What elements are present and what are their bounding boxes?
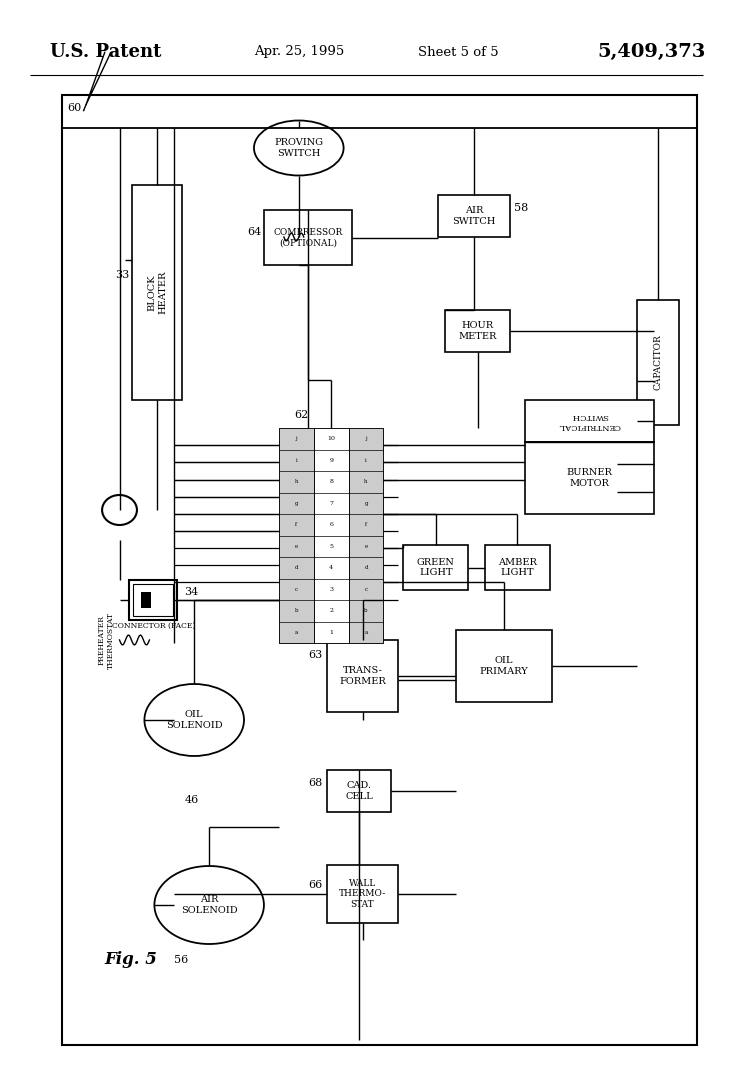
Bar (314, 428, 349, 643)
Bar (403, 545, 468, 590)
Text: CONNECTOR (FACE): CONNECTOR (FACE) (112, 622, 195, 630)
Bar (485, 545, 550, 590)
Bar (62, 95, 697, 1045)
Text: CAPACITOR: CAPACITOR (654, 335, 663, 390)
Text: Apr. 25, 1995: Apr. 25, 1995 (254, 45, 344, 58)
Text: 63: 63 (308, 650, 323, 660)
Ellipse shape (102, 495, 137, 525)
Text: 9: 9 (329, 457, 333, 463)
Text: Sheet 5 of 5: Sheet 5 of 5 (418, 45, 499, 58)
Bar (327, 865, 398, 923)
Text: a: a (294, 630, 298, 635)
Text: U.S. Patent: U.S. Patent (50, 43, 161, 61)
Text: 3: 3 (329, 587, 333, 591)
Bar (456, 630, 552, 702)
Bar (264, 210, 352, 265)
Text: 2: 2 (329, 609, 333, 613)
Text: c: c (295, 587, 298, 591)
Bar (637, 301, 679, 425)
Text: 6: 6 (329, 522, 333, 528)
Text: i: i (365, 457, 367, 463)
Text: 8: 8 (329, 479, 333, 484)
Text: AMBER
LIGHT: AMBER LIGHT (498, 558, 537, 577)
Text: 58: 58 (514, 203, 528, 213)
Text: 7: 7 (329, 501, 333, 506)
Bar (349, 428, 383, 643)
Text: 4: 4 (329, 565, 333, 571)
Text: WALL
THERMO-
STAT: WALL THERMO- STAT (339, 879, 386, 909)
Text: j: j (295, 437, 297, 441)
Text: b: b (364, 609, 368, 613)
Text: h: h (364, 479, 368, 484)
Text: 10: 10 (328, 437, 335, 441)
Text: 33: 33 (116, 270, 130, 280)
Text: b: b (294, 609, 298, 613)
Text: AIR
SOLENOID: AIR SOLENOID (181, 895, 238, 915)
Text: d: d (364, 565, 368, 571)
Text: CENTRIFICAL
SWITCH: CENTRIFICAL SWITCH (559, 412, 620, 429)
Text: e: e (364, 544, 368, 549)
Bar (445, 310, 510, 352)
Text: 60: 60 (68, 103, 82, 114)
Text: h: h (294, 479, 298, 484)
Text: Fig. 5: Fig. 5 (105, 951, 158, 969)
Text: 64: 64 (247, 227, 261, 237)
Bar (132, 185, 183, 400)
Bar (279, 428, 314, 643)
Text: 5: 5 (329, 544, 333, 549)
Text: g: g (294, 501, 298, 506)
Bar (327, 770, 392, 812)
Text: a: a (364, 630, 368, 635)
Text: 56: 56 (174, 955, 188, 965)
Bar (525, 400, 654, 442)
Ellipse shape (144, 684, 244, 756)
Text: f: f (365, 522, 367, 528)
Text: BURNER
MOTOR: BURNER MOTOR (567, 468, 612, 488)
Text: PROVING
SWITCH: PROVING SWITCH (275, 138, 323, 158)
Text: 66: 66 (308, 880, 323, 890)
Text: e: e (294, 544, 298, 549)
Ellipse shape (155, 866, 264, 944)
Bar (141, 592, 152, 608)
Text: f: f (295, 522, 297, 528)
Text: g: g (364, 501, 368, 506)
Text: d: d (294, 565, 298, 571)
Text: OIL
PRIMARY: OIL PRIMARY (480, 656, 528, 676)
Text: i: i (295, 457, 297, 463)
Text: COMPRESSOR
(OPTIONAL): COMPRESSOR (OPTIONAL) (273, 228, 342, 248)
Bar (130, 580, 177, 620)
Text: c: c (364, 587, 367, 591)
Text: CAD.
CELL: CAD. CELL (345, 782, 373, 801)
Bar (525, 442, 654, 513)
Text: 46: 46 (184, 795, 199, 805)
Bar (133, 584, 173, 616)
Text: GREEN
LIGHT: GREEN LIGHT (417, 558, 455, 577)
Text: 62: 62 (294, 410, 308, 421)
Text: BLOCK
HEATER: BLOCK HEATER (148, 271, 167, 315)
Text: 5,409,373: 5,409,373 (598, 43, 706, 61)
Text: PREHEATER
THERMOSTAT: PREHEATER THERMOSTAT (98, 612, 115, 668)
Text: 1: 1 (329, 630, 333, 635)
Text: HOUR
METER: HOUR METER (459, 321, 497, 341)
Text: 68: 68 (308, 778, 323, 788)
Text: OIL
SOLENOID: OIL SOLENOID (166, 710, 222, 730)
Text: AIR
SWITCH: AIR SWITCH (453, 206, 496, 226)
Text: j: j (365, 437, 367, 441)
Bar (327, 640, 398, 712)
Text: TRANS-
FORMER: TRANS- FORMER (339, 666, 386, 685)
Text: 34: 34 (184, 587, 199, 597)
Bar (438, 195, 510, 237)
Ellipse shape (254, 120, 344, 175)
